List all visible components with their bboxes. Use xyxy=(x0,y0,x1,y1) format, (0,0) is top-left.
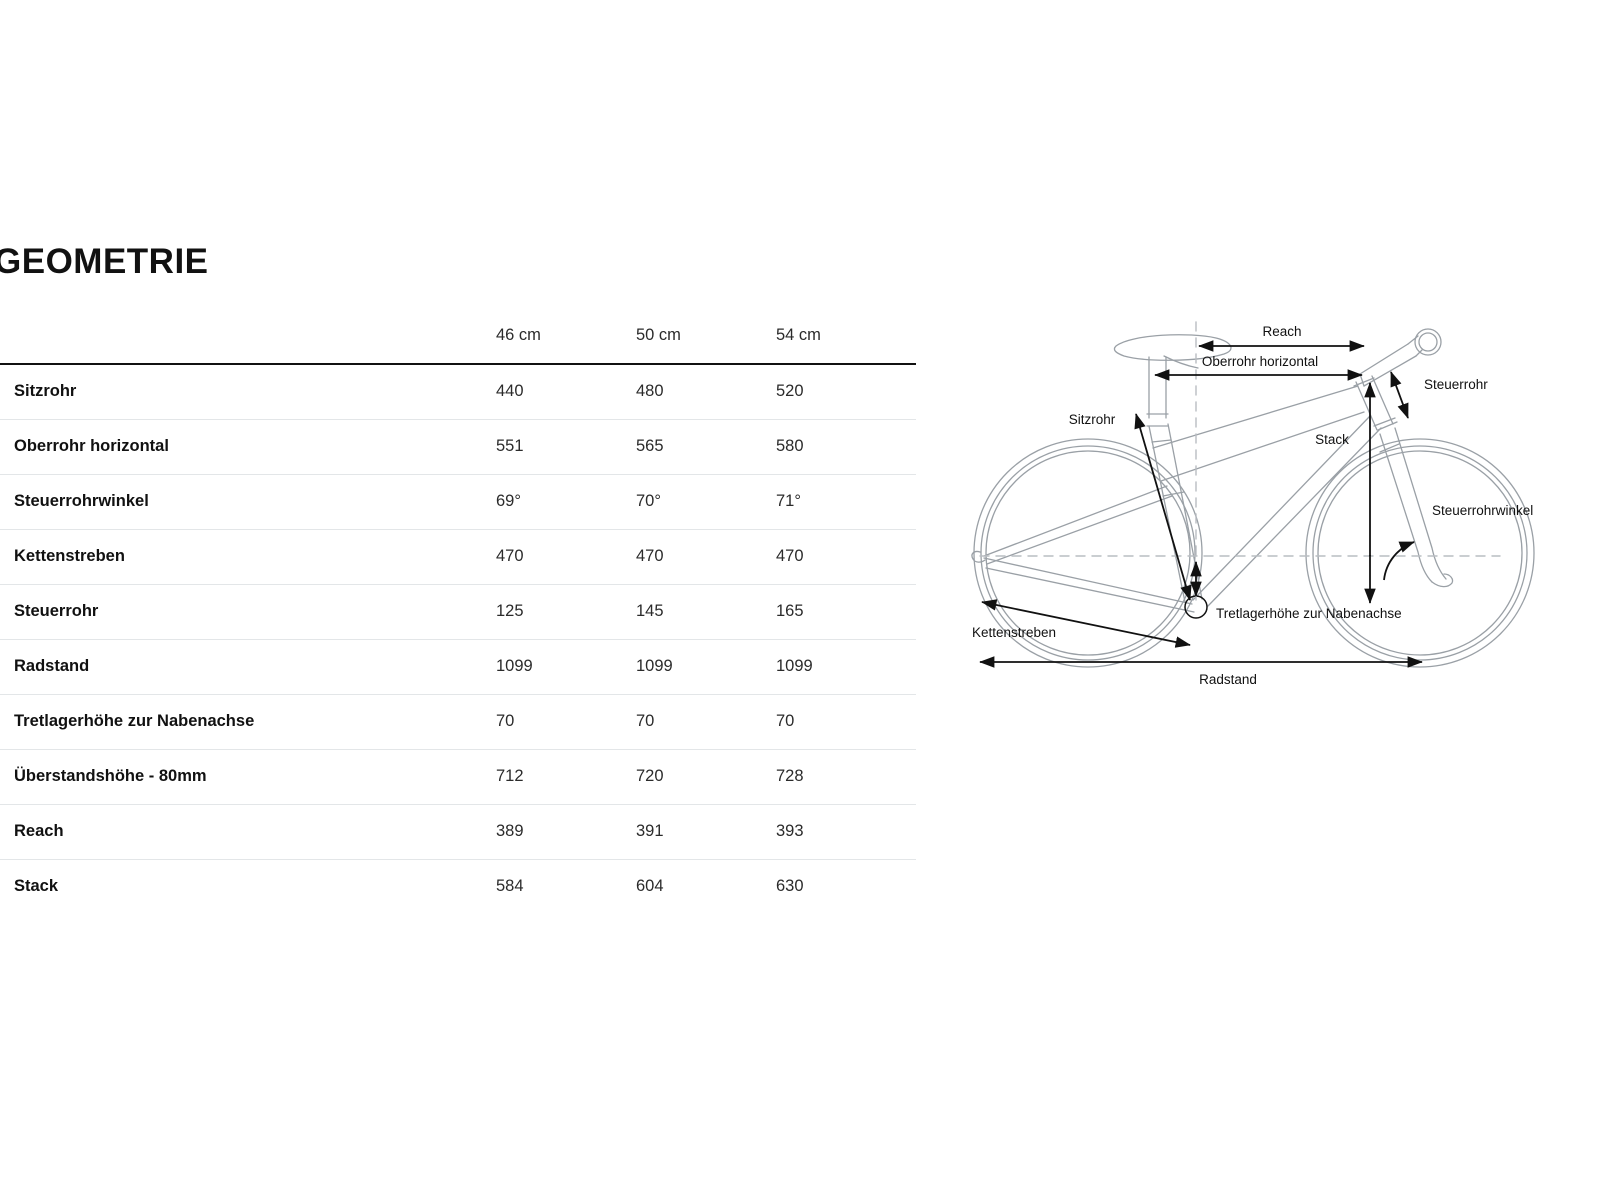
geometry-table: 46 cm 50 cm 54 cm Sitzrohr 440 480 520 Oberr… xyxy=(0,326,916,914)
row-label: Tretlagerhöhe zur Nabenachse xyxy=(14,712,255,730)
cell-s46: 584 xyxy=(496,877,524,895)
table-row: Sitzrohr 440 480 520 xyxy=(0,364,916,420)
column-header-size-54: 54 cm xyxy=(776,326,821,344)
cell-s50: 391 xyxy=(636,822,664,840)
diagram-label-oberrohr-horizontal: Oberrohr horizontal xyxy=(1202,354,1318,369)
chain-stay xyxy=(971,550,1195,613)
row-label: Oberrohr horizontal xyxy=(14,437,169,455)
head-tube xyxy=(1353,375,1396,431)
cell-s50: 70° xyxy=(636,492,661,510)
cell-s50: 565 xyxy=(636,437,664,455)
diagram-label-sitzrohr: Sitzrohr xyxy=(1069,412,1116,427)
row-label: Reach xyxy=(14,822,64,840)
cell-s46: 551 xyxy=(496,437,524,455)
bicycle-geometry-diagram: Reach Oberrohr horizontal Steuerrohr Sit… xyxy=(971,321,1535,687)
cell-s50: 720 xyxy=(636,767,664,785)
cell-s54: 165 xyxy=(776,602,804,620)
table-row: Oberrohr horizontal 551 565 580 xyxy=(0,420,916,475)
row-label: Steuerrohr xyxy=(14,602,99,620)
cell-s50: 480 xyxy=(636,382,664,400)
table-row: Radstand 1099 1099 1099 xyxy=(0,640,916,695)
table-row: Reach 389 391 393 xyxy=(0,805,916,860)
cell-s54: 580 xyxy=(776,437,804,455)
cell-s46: 125 xyxy=(496,602,524,620)
kettenstreben-arrow xyxy=(981,599,1191,648)
cell-s50: 604 xyxy=(636,877,664,895)
diagram-label-tretlagerhoehe: Tretlagerhöhe zur Nabenachse xyxy=(1216,606,1402,621)
row-label: Stack xyxy=(14,877,59,895)
geometry-panel: GEOMETRIE 46 cm 50 cm 54 cm Sitzrohr 440 4… xyxy=(0,242,916,914)
cell-s54: 728 xyxy=(776,767,804,785)
row-label: Überstandshöhe - 80mm xyxy=(14,767,207,785)
cell-s54: 470 xyxy=(776,547,804,565)
row-label: Kettenstreben xyxy=(14,547,125,565)
cell-s54: 1099 xyxy=(776,657,813,675)
row-label: Steuerrohrwinkel xyxy=(14,492,149,510)
row-label: Radstand xyxy=(14,657,90,675)
page-title: GEOMETRIE xyxy=(0,242,209,281)
cell-s46: 70 xyxy=(496,712,515,730)
row-label: Sitzrohr xyxy=(14,382,77,400)
sitzrohr-arrow xyxy=(1134,413,1192,601)
diagram-label-reach: Reach xyxy=(1262,324,1301,339)
cell-s50: 470 xyxy=(636,547,664,565)
down-tube xyxy=(1192,415,1382,607)
table-row: Stack 584 604 630 xyxy=(0,860,916,915)
table-row: Kettenstreben 470 470 470 xyxy=(0,530,916,585)
table-row: Überstandshöhe - 80mm 712 720 728 xyxy=(0,750,916,805)
cell-s46: 440 xyxy=(496,382,524,400)
steuerrohr-arrow xyxy=(1390,371,1409,419)
table-header: 46 cm 50 cm 54 cm xyxy=(0,326,916,364)
column-header-size-46: 46 cm xyxy=(496,326,541,344)
saddle xyxy=(1113,334,1232,369)
seat-post xyxy=(1146,356,1169,427)
table-header-row: 46 cm 50 cm 54 cm xyxy=(0,326,916,364)
cell-s50: 70 xyxy=(636,712,655,730)
dimension-annotations xyxy=(979,340,1423,668)
seat-tube xyxy=(1148,423,1203,603)
cell-s46: 712 xyxy=(496,767,524,785)
cell-s54: 71° xyxy=(776,492,801,510)
bicycle-diagram-panel: Reach Oberrohr horizontal Steuerrohr Sit… xyxy=(940,300,1580,700)
reference-axes xyxy=(979,321,1501,601)
column-header-metric xyxy=(0,326,496,364)
steuerrohrwinkel-arc xyxy=(1383,541,1415,581)
cell-s54: 70 xyxy=(776,712,795,730)
table-row: Steuerrohrwinkel 69° 70° 71° xyxy=(0,475,916,530)
handlebar-stem xyxy=(1359,328,1442,387)
cell-s46: 1099 xyxy=(496,657,533,675)
diagram-label-steuerrohrwinkel: Steuerrohrwinkel xyxy=(1432,503,1533,518)
table-row: Tretlagerhöhe zur Nabenachse 70 70 70 xyxy=(0,695,916,750)
cell-s54: 393 xyxy=(776,822,804,840)
cell-s50: 145 xyxy=(636,602,664,620)
diagram-label-kettenstreben: Kettenstreben xyxy=(972,625,1056,640)
fork xyxy=(1377,421,1454,588)
cell-s46: 470 xyxy=(496,547,524,565)
cell-s50: 1099 xyxy=(636,657,673,675)
seat-stay xyxy=(983,485,1173,565)
diagram-label-steuerrohr: Steuerrohr xyxy=(1424,377,1488,392)
column-header-size-50: 50 cm xyxy=(636,326,681,344)
cell-s54: 630 xyxy=(776,877,804,895)
diagram-label-radstand: Radstand xyxy=(1199,672,1257,687)
diagram-label-stack: Stack xyxy=(1315,432,1349,447)
cell-s54: 520 xyxy=(776,382,804,400)
front-wheel xyxy=(1305,438,1535,668)
cell-s46: 389 xyxy=(496,822,524,840)
cell-s46: 69° xyxy=(496,492,521,510)
table-row: Steuerrohr 125 145 165 xyxy=(0,585,916,640)
table-body: Sitzrohr 440 480 520 Oberrohr horizontal 551 5… xyxy=(0,364,916,914)
